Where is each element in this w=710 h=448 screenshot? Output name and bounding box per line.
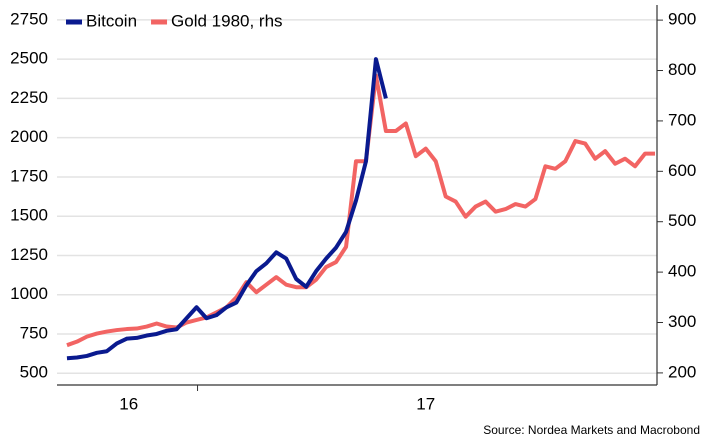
y-tick-label: 2750 [10, 9, 48, 28]
y2-tick-label: 200 [668, 362, 696, 381]
y-tick-label: 2500 [10, 49, 48, 68]
y-tick-label: 2000 [10, 127, 48, 146]
line-series [66, 57, 388, 361]
y-tick-label: 750 [20, 323, 48, 342]
y-tick-label: 1500 [10, 206, 48, 225]
y2-tick-label: 900 [668, 10, 696, 29]
y-tick-label: 500 [20, 363, 48, 382]
y2-tick-label: 500 [668, 211, 696, 230]
y-tick-label: 1750 [10, 166, 48, 185]
y-tick-label: 1250 [10, 245, 48, 264]
legend-label: Bitcoin [86, 11, 137, 30]
y2-tick-label: 600 [668, 161, 696, 180]
x-tick-label: 17 [416, 394, 435, 413]
x-tick-label: 16 [119, 394, 138, 413]
y-tick-label: 2250 [10, 88, 48, 107]
y-tick-label: 1000 [10, 284, 48, 303]
y2-tick-label: 400 [668, 262, 696, 281]
y2-tick-label: 300 [668, 312, 696, 331]
line-series [66, 73, 656, 348]
y2-tick-label: 700 [668, 110, 696, 129]
source: Source: Nordea Markets and Macrobond [483, 423, 700, 437]
legend-label: Gold 1980, rhs [171, 11, 283, 30]
y2-tick-label: 800 [668, 60, 696, 79]
